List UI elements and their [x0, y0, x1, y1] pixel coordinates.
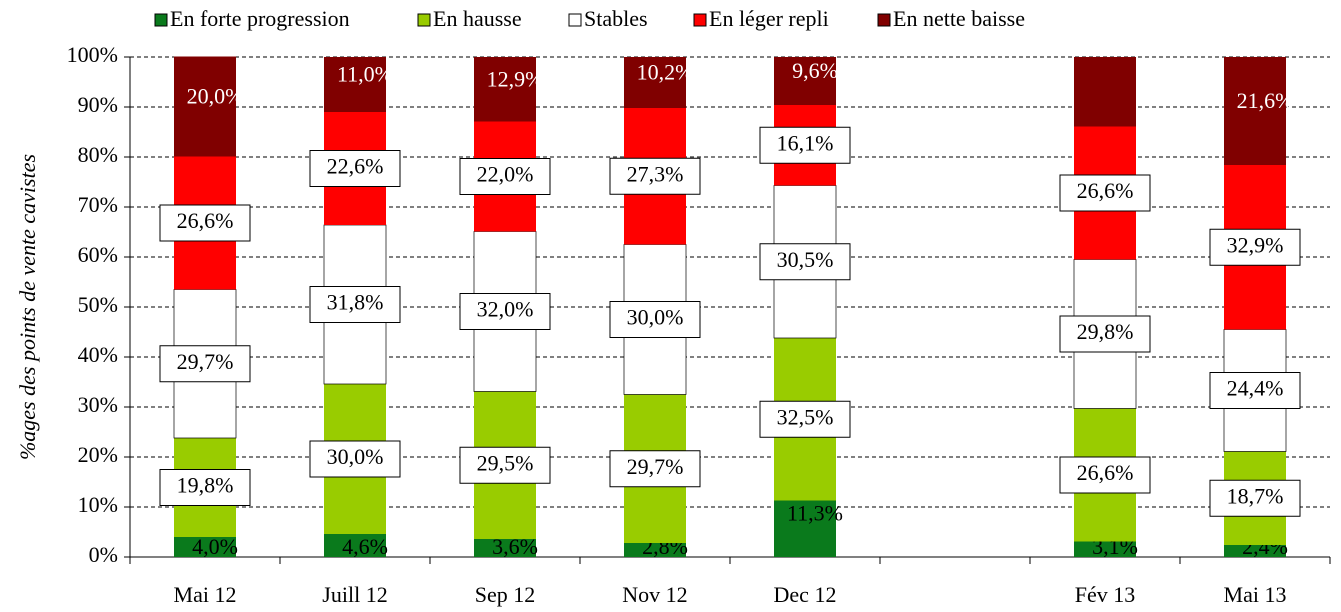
- x-tick-label: Dec 12: [774, 582, 837, 607]
- x-tick-label: Mai 13: [1224, 582, 1287, 607]
- value-label: 32,0%: [477, 297, 534, 322]
- bar-segment: [174, 56, 236, 157]
- bar-segment: [624, 57, 686, 108]
- value-label-box: [609, 450, 701, 488]
- value-label-box: [759, 243, 851, 281]
- x-tick-label: Juill 12: [322, 582, 387, 607]
- value-label: 29,8%: [1077, 319, 1134, 344]
- value-label: 24,4%: [1227, 376, 1284, 401]
- value-label-box: [159, 204, 251, 242]
- x-tick-label: Sep 12: [475, 582, 536, 607]
- bar-segment: [624, 543, 686, 557]
- value-label: 22,6%: [327, 154, 384, 179]
- legend-label: En forte progression: [170, 6, 350, 31]
- bar-segment: [774, 57, 836, 105]
- bar-segment: [1224, 545, 1286, 557]
- value-label: 21,6%: [1237, 88, 1294, 113]
- value-label: 30,5%: [777, 247, 834, 272]
- legend-label: Stables: [584, 6, 648, 31]
- y-tick-label: 100%: [67, 42, 118, 67]
- y-tick-label: 30%: [78, 392, 118, 417]
- value-label: 31,8%: [327, 290, 384, 315]
- legend-swatch: [154, 13, 168, 27]
- value-label: 26,6%: [1077, 460, 1134, 485]
- value-label-box: [1059, 456, 1151, 494]
- value-label-box: [159, 345, 251, 383]
- value-label: 16,1%: [777, 130, 834, 155]
- value-label-box: [459, 446, 551, 484]
- value-label: 10,2%: [637, 60, 694, 85]
- value-label: 29,5%: [477, 450, 534, 475]
- value-label: 18,7%: [1227, 483, 1284, 508]
- bar-segment: [474, 57, 536, 122]
- value-label-box: [309, 286, 401, 323]
- y-tick-label: 90%: [78, 92, 118, 117]
- legend-label: En nette baisse: [893, 6, 1025, 31]
- value-label: 32,5%: [777, 404, 834, 429]
- value-label: 29,7%: [177, 349, 234, 374]
- value-label-box: [609, 301, 701, 338]
- x-tick-label: Fév 13: [1075, 582, 1136, 607]
- value-label: 30,0%: [627, 305, 684, 330]
- bar-segment: [1074, 541, 1136, 557]
- value-label: 20,0%: [187, 84, 244, 109]
- value-label-box: [459, 293, 551, 330]
- value-label: 30,0%: [327, 444, 384, 469]
- x-tick-label: Nov 12: [622, 582, 687, 607]
- legend-swatch: [568, 13, 582, 27]
- bar-segment: [1224, 57, 1286, 165]
- bar-segment: [1074, 57, 1136, 127]
- value-label: 19,8%: [177, 473, 234, 498]
- bar-segment: [774, 500, 836, 557]
- legend-swatch: [417, 13, 431, 27]
- y-tick-label: 40%: [78, 342, 118, 367]
- y-tick-label: 10%: [78, 492, 118, 517]
- legend-label: En hausse: [433, 6, 522, 31]
- value-label-box: [1059, 315, 1151, 353]
- value-label: 9,6%: [792, 58, 838, 83]
- value-label: 26,6%: [1077, 178, 1134, 203]
- value-label-box: [459, 158, 551, 195]
- y-tick-label: 0%: [89, 542, 118, 567]
- value-label: 26,6%: [177, 208, 234, 233]
- value-label: 4,0%: [192, 534, 238, 559]
- value-label-box: [1209, 479, 1301, 517]
- value-label: 11,0%: [337, 62, 393, 87]
- bar-segment: [474, 539, 536, 557]
- legend-label: En léger repli: [709, 6, 829, 31]
- value-label: 32,9%: [1227, 232, 1284, 257]
- value-label: 12,9%: [487, 66, 544, 91]
- value-label: 22,0%: [477, 162, 534, 187]
- value-label: 29,7%: [627, 454, 684, 479]
- legend-swatch: [693, 13, 707, 27]
- y-tick-label: 60%: [78, 242, 118, 267]
- value-label-box: [309, 150, 401, 187]
- y-tick-label: 70%: [78, 192, 118, 217]
- value-label: 27,3%: [627, 161, 684, 186]
- bar-segment: [324, 57, 386, 112]
- value-label-box: [1209, 372, 1301, 409]
- value-label-box: [759, 126, 851, 164]
- bar-segment: [324, 534, 386, 557]
- value-label-box: [159, 469, 251, 506]
- value-label-box: [609, 157, 701, 195]
- y-tick-label: 20%: [78, 442, 118, 467]
- bar-segment: [174, 537, 236, 557]
- legend-swatch: [877, 13, 891, 27]
- value-label: 11,3%: [787, 501, 843, 526]
- y-tick-label: 80%: [78, 142, 118, 167]
- value-label-box: [1059, 174, 1151, 212]
- value-label-box: [1209, 228, 1301, 266]
- value-label: 4,6%: [342, 534, 388, 559]
- y-axis-label: %ages des points de vente cavistes: [15, 154, 40, 460]
- value-label-box: [309, 440, 401, 478]
- value-label-box: [759, 400, 851, 438]
- y-tick-label: 50%: [78, 292, 118, 317]
- x-tick-label: Mai 12: [174, 582, 237, 607]
